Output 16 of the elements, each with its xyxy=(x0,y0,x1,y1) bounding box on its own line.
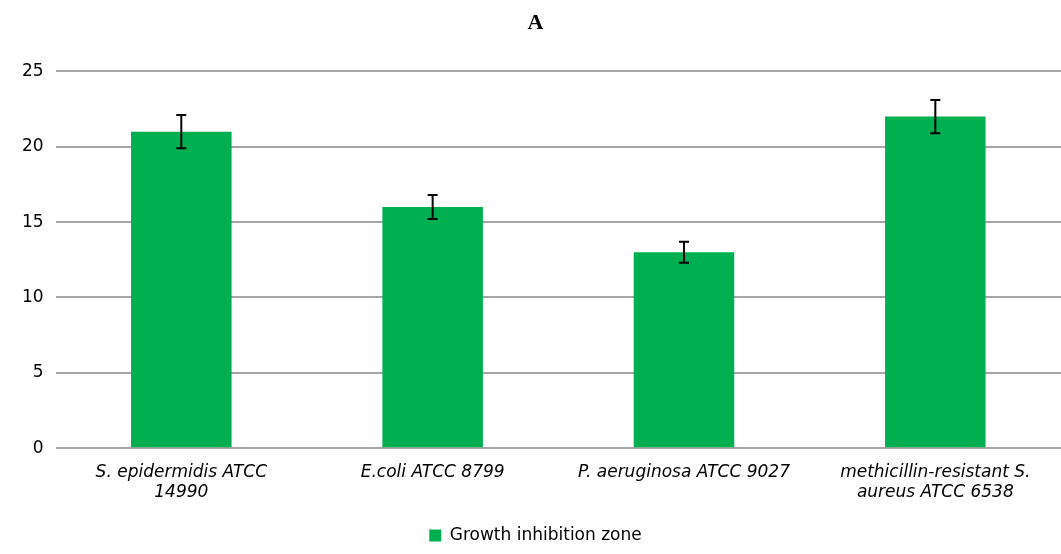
y-tick-label: 0 xyxy=(32,436,44,457)
bar xyxy=(885,116,986,448)
bar xyxy=(131,131,232,448)
y-tick-label: 25 xyxy=(21,59,44,80)
y-tick-label: 5 xyxy=(32,361,44,382)
x-tick-label: P. aeruginosa ATCC 9027 xyxy=(578,460,791,481)
chart-title: A xyxy=(527,8,544,34)
bar xyxy=(633,252,735,448)
legend-label: Growth inhibition zone xyxy=(449,523,642,544)
y-tick-label: 20 xyxy=(21,135,44,156)
y-tick-label: 10 xyxy=(21,285,44,306)
x-tick-label: E.coli ATCC 8799 xyxy=(360,460,505,481)
y-tick-label: 15 xyxy=(21,210,44,231)
bar xyxy=(382,207,483,448)
x-tick-label: S. epidermidis ATCC 14990 xyxy=(95,460,268,502)
x-tick-label: methicillin-resistant S. aureus ATCC 6538 xyxy=(840,460,1031,502)
